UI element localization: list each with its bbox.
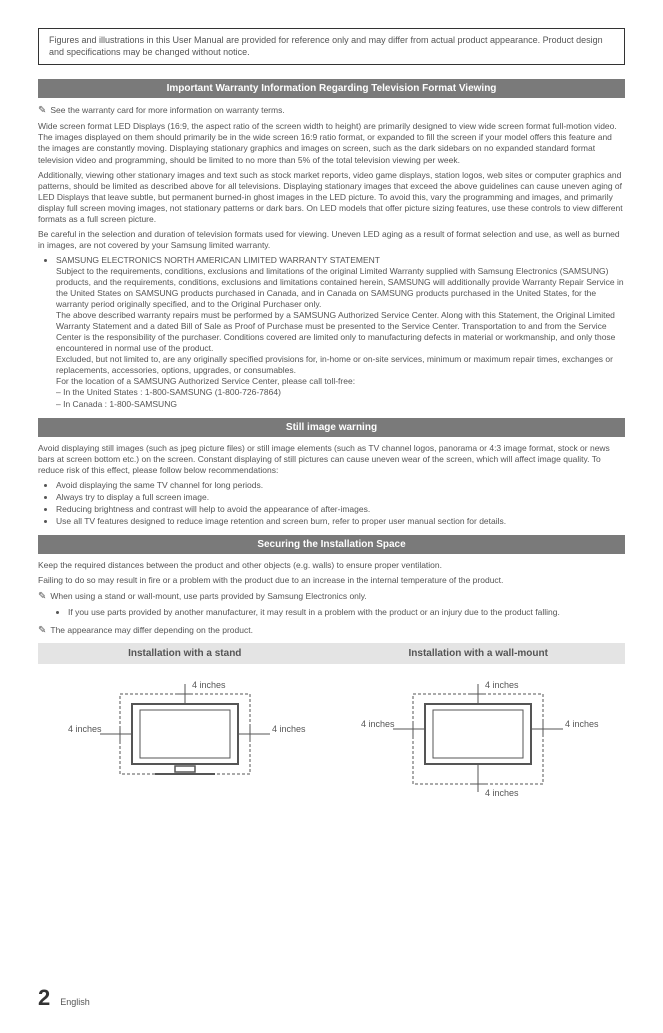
install-stand-header: Installation with a stand (38, 643, 332, 664)
page-footer: 2 English (38, 984, 625, 1013)
install-wall-col: Installation with a wall-mount 4 inches … (332, 643, 626, 804)
page-number: 2 (38, 984, 50, 1013)
warranty-lead-note: See the warranty card for more informati… (38, 104, 625, 117)
still-image-list: Avoid displaying the same TV channel for… (38, 480, 625, 527)
dim-label: 4 inches (192, 680, 226, 690)
dim-label: 4 inches (565, 719, 599, 729)
still-image-section-header: Still image warning (38, 418, 625, 437)
warranty-bullet-title: SAMSUNG ELECTRONICS NORTH AMERICAN LIMIT… (56, 255, 380, 265)
top-figures-note: Figures and illustrations in this User M… (38, 28, 625, 65)
still-image-para: Avoid displaying still images (such as j… (38, 443, 625, 476)
install-stand-col: Installation with a stand 4 inches 4 (38, 643, 332, 804)
still-image-item: Always try to display a full screen imag… (56, 492, 625, 503)
warranty-para-1: Wide screen format LED Displays (16:9, t… (38, 121, 625, 165)
warranty-section-header: Important Warranty Information Regarding… (38, 79, 625, 98)
wallmount-diagram: 4 inches 4 inches 4 inches 4 inches (353, 674, 603, 804)
warranty-bullet-body-3: Excluded, but not limited to, are any or… (56, 354, 625, 376)
install-note-2: The appearance may differ depending on t… (38, 624, 625, 637)
still-image-item: Use all TV features designed to reduce i… (56, 516, 625, 527)
install-note-1-sub: If you use parts provided by another man… (68, 607, 625, 618)
install-para-2: Failing to do so may result in fire or a… (38, 575, 625, 586)
warranty-statement-list: SAMSUNG ELECTRONICS NORTH AMERICAN LIMIT… (38, 255, 625, 410)
install-note-1: When using a stand or wall-mount, use pa… (38, 590, 625, 603)
still-image-item: Avoid displaying the same TV channel for… (56, 480, 625, 491)
warranty-bullet-body-4: For the location of a SAMSUNG Authorized… (56, 376, 625, 387)
installation-section-header: Securing the Installation Space (38, 535, 625, 554)
top-note-text: Figures and illustrations in this User M… (49, 35, 603, 57)
warranty-para-3: Be careful in the selection and duration… (38, 229, 625, 251)
phone-ca: – In Canada : 1-800-SAMSUNG (56, 399, 625, 410)
install-wall-header: Installation with a wall-mount (332, 643, 626, 664)
install-note-1-sublist: If you use parts provided by another man… (38, 607, 625, 618)
stand-diagram: 4 inches 4 inches 4 inches (60, 674, 310, 804)
warranty-statement-item: SAMSUNG ELECTRONICS NORTH AMERICAN LIMIT… (56, 255, 625, 410)
warranty-bullet-body-2: The above described warranty repairs mus… (56, 310, 625, 354)
warranty-para-2: Additionally, viewing other stationary i… (38, 170, 625, 225)
installation-diagrams-row: Installation with a stand 4 inches 4 (38, 643, 625, 804)
footer-language: English (60, 997, 90, 1009)
warranty-bullet-body-1: Subject to the requirements, conditions,… (56, 266, 625, 310)
dim-label: 4 inches (485, 788, 519, 798)
dim-label: 4 inches (272, 724, 306, 734)
dim-label: 4 inches (68, 724, 102, 734)
dim-label: 4 inches (485, 680, 519, 690)
install-para-1: Keep the required distances between the … (38, 560, 625, 571)
dim-label: 4 inches (361, 719, 395, 729)
phone-us: – In the United States : 1-800-SAMSUNG (… (56, 387, 625, 398)
still-image-item: Reducing brightness and contrast will he… (56, 504, 625, 515)
